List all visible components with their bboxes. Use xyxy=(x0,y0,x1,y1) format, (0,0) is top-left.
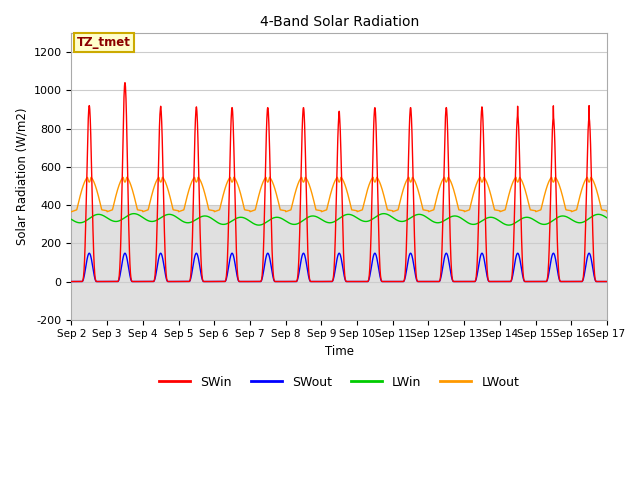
Title: 4-Band Solar Radiation: 4-Band Solar Radiation xyxy=(260,15,419,29)
Y-axis label: Solar Radiation (W/m2): Solar Radiation (W/m2) xyxy=(15,108,28,245)
Bar xyxy=(72,33,607,205)
Bar xyxy=(72,205,607,320)
Text: TZ_tmet: TZ_tmet xyxy=(77,36,131,49)
Legend: SWin, SWout, LWin, LWout: SWin, SWout, LWin, LWout xyxy=(154,371,524,394)
X-axis label: Time: Time xyxy=(324,345,354,358)
